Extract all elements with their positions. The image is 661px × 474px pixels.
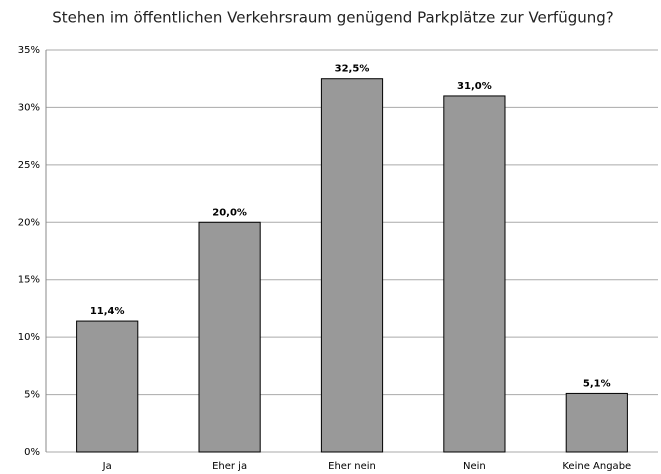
x-tick-label: Ja [102,461,112,472]
value-label: 32,5% [335,64,370,75]
bar [320,78,384,453]
y-tick-label: 20% [18,217,40,228]
y-tick-label: 15% [18,275,40,286]
x-tick-label: Keine Angabe [562,461,631,472]
y-tick-label: 25% [18,160,40,171]
y-tick-label: 10% [18,332,40,343]
bar [198,221,261,453]
x-tick-label: Eher nein [328,461,376,472]
bar [76,320,139,453]
value-label: 20,0% [212,207,247,218]
x-tick-label: Nein [463,461,486,472]
value-label: 5,1% [583,378,611,389]
y-tick-label: 5% [24,390,40,401]
y-tick-label: 35% [18,45,40,56]
y-tick-label: 30% [18,102,40,113]
chart-title: Stehen im öffentlichen Verkehrsraum genü… [52,9,614,27]
y-tick-label: 0% [24,447,40,458]
x-tick-label: Eher ja [212,461,247,472]
value-label: 31,0% [457,81,492,92]
value-label: 11,4% [90,306,125,317]
bar [443,95,506,453]
bar [565,392,628,453]
